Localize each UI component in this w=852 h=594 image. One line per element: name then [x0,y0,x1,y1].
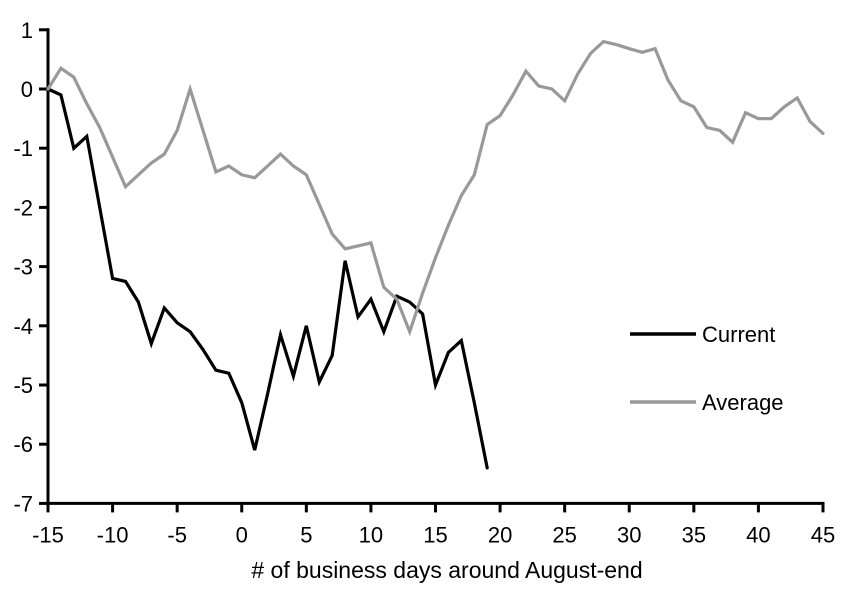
y-axis: 1 0 -1 -2 -3 -4 -5 -6 -7 [13,18,50,516]
x-tick-label: 15 [423,522,447,547]
x-tick-label: 10 [359,522,383,547]
y-tick-label: 1 [21,18,33,43]
y-tick-label: -4 [13,314,33,339]
current-line [46,87,489,470]
x-tick-label: -15 [32,522,64,547]
x-axis-title: # of business days around August-end [251,557,642,583]
x-tick-label: 0 [236,522,248,547]
y-tick-label: 0 [21,77,33,102]
legend-label-average: Average [702,390,784,415]
x-tick-label: 5 [300,522,312,547]
y-tick-label: -6 [13,432,33,457]
x-axis: -15 -10 -5 0 5 10 15 20 25 30 35 40 45 [32,501,835,547]
legend-label-current: Current [702,322,775,347]
x-tick-label: 35 [682,522,706,547]
x-tick-label: 25 [552,522,576,547]
x-tick-label: 40 [746,522,770,547]
x-tick-label: 30 [617,522,641,547]
x-tick-label: 20 [488,522,512,547]
average-line [46,39,825,337]
x-tick-label: 45 [811,522,835,547]
series-lines [46,39,825,470]
y-tick-label: -5 [13,373,33,398]
y-tick-label: -3 [13,255,33,280]
x-tick-label: -5 [167,522,187,547]
y-tick-label: -2 [13,195,33,220]
x-tick-label: -10 [97,522,129,547]
y-tick-label: -7 [13,491,33,516]
legend: Current Average [630,322,784,415]
y-tick-label: -1 [13,136,33,161]
